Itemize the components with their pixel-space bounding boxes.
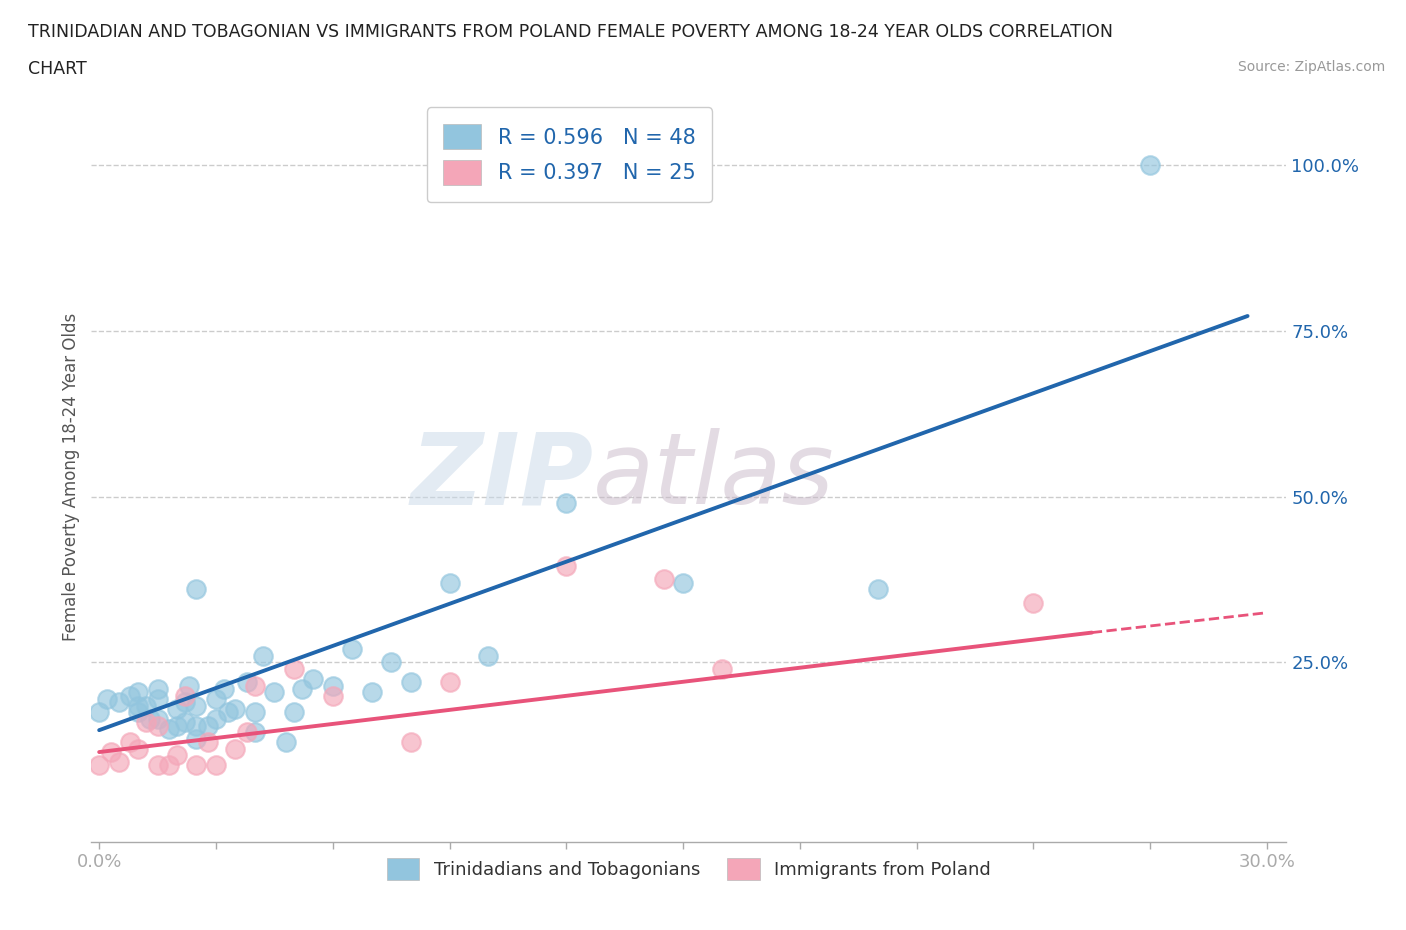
Point — [1022, 595, 1045, 610]
Text: TRINIDADIAN AND TOBAGONIAN VS IMMIGRANTS FROM POLAND FEMALE POVERTY AMONG 18-24 : TRINIDADIAN AND TOBAGONIAN VS IMMIGRANTS… — [28, 23, 1114, 41]
Point — [1139, 157, 1161, 172]
Point — [555, 559, 578, 574]
Point — [243, 705, 266, 720]
Y-axis label: Female Poverty Among 18-24 Year Olds: Female Poverty Among 18-24 Year Olds — [62, 312, 80, 641]
Point — [243, 678, 266, 693]
Point — [146, 718, 169, 733]
Point — [166, 718, 188, 733]
Text: atlas: atlas — [593, 428, 835, 525]
Point — [146, 682, 169, 697]
Point — [166, 701, 188, 716]
Point — [173, 715, 195, 730]
Point — [127, 741, 149, 756]
Text: Source: ZipAtlas.com: Source: ZipAtlas.com — [1237, 60, 1385, 74]
Point — [89, 705, 111, 720]
Point — [263, 684, 285, 699]
Point — [236, 724, 259, 739]
Point — [146, 758, 169, 773]
Point — [711, 661, 734, 676]
Point — [166, 748, 188, 763]
Point — [135, 698, 157, 713]
Point — [96, 692, 118, 707]
Point — [439, 675, 461, 690]
Point — [146, 711, 169, 726]
Point — [212, 682, 235, 697]
Point — [252, 648, 274, 663]
Point — [360, 684, 382, 699]
Point — [186, 582, 208, 597]
Point — [120, 688, 142, 703]
Text: CHART: CHART — [28, 60, 87, 78]
Point — [197, 718, 219, 733]
Point — [205, 758, 228, 773]
Point — [173, 688, 195, 703]
Point — [283, 661, 305, 676]
Point — [672, 576, 695, 591]
Point — [177, 678, 200, 693]
Point — [146, 692, 169, 707]
Point — [555, 496, 578, 511]
Point — [205, 692, 228, 707]
Point — [100, 745, 122, 760]
Point — [157, 722, 180, 737]
Point — [224, 741, 246, 756]
Point — [342, 642, 364, 657]
Text: ZIP: ZIP — [411, 428, 593, 525]
Point — [107, 695, 129, 710]
Point — [186, 758, 208, 773]
Point — [127, 698, 149, 713]
Point — [107, 754, 129, 769]
Point — [127, 684, 149, 699]
Point — [186, 718, 208, 733]
Legend: Trinidadians and Tobagonians, Immigrants from Poland: Trinidadians and Tobagonians, Immigrants… — [380, 851, 998, 887]
Point — [243, 724, 266, 739]
Point — [157, 758, 180, 773]
Point — [224, 701, 246, 716]
Point — [439, 576, 461, 591]
Point — [186, 698, 208, 713]
Point — [120, 735, 142, 750]
Point — [205, 711, 228, 726]
Point — [283, 705, 305, 720]
Point — [236, 675, 259, 690]
Point — [399, 675, 422, 690]
Point — [89, 758, 111, 773]
Point — [866, 582, 889, 597]
Point — [399, 735, 422, 750]
Point — [322, 678, 344, 693]
Point — [139, 711, 162, 726]
Point — [274, 735, 297, 750]
Point — [173, 695, 195, 710]
Point — [652, 572, 675, 587]
Point — [127, 705, 149, 720]
Point — [477, 648, 499, 663]
Point — [302, 671, 325, 686]
Point — [186, 731, 208, 746]
Point — [197, 735, 219, 750]
Point — [322, 688, 344, 703]
Point — [135, 715, 157, 730]
Point — [291, 682, 314, 697]
Point — [217, 705, 239, 720]
Point — [380, 655, 402, 670]
